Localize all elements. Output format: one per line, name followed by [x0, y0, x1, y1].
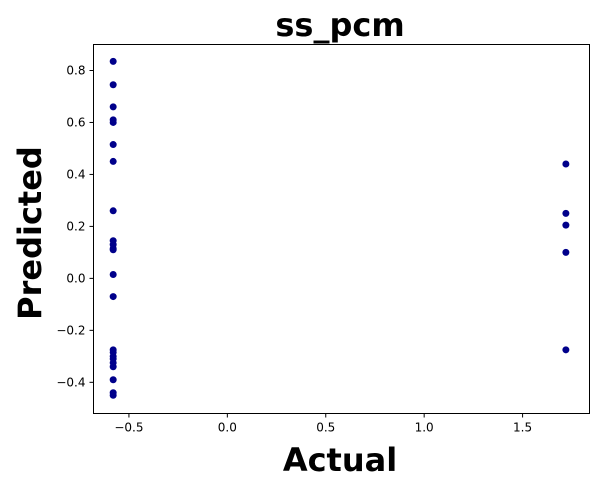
data-point-1 — [109, 81, 117, 89]
y-tick-label: 0.6 — [66, 115, 85, 129]
data-point-13 — [109, 293, 117, 301]
x-tick-label: 0.0 — [218, 421, 237, 435]
data-point-26 — [562, 248, 570, 256]
x-tick-label: 1.0 — [415, 421, 434, 435]
data-point-27 — [562, 346, 570, 354]
data-point-4 — [109, 118, 117, 126]
x-axis-label: Actual — [283, 441, 397, 479]
y-axis-ticks: −0.4 −0.2 0.0 0.2 0.4 0.6 0.8 — [56, 63, 94, 389]
y-axis-label: Predicted — [11, 146, 49, 320]
data-point-24 — [562, 209, 570, 217]
data-point-20 — [109, 376, 117, 384]
data-point-6 — [109, 157, 117, 165]
data-points — [109, 57, 570, 399]
data-point-0 — [109, 57, 117, 65]
y-tick-label: −0.2 — [56, 323, 85, 337]
data-point-5 — [109, 141, 117, 149]
data-point-7 — [109, 207, 117, 215]
data-point-2 — [109, 103, 117, 111]
data-point-23 — [562, 160, 570, 168]
y-tick-label: 0.4 — [66, 167, 85, 181]
x-tick-label: 0.5 — [316, 421, 335, 435]
data-point-12 — [109, 270, 117, 278]
y-tick-label: 0.0 — [66, 271, 85, 285]
y-tick-label: 0.2 — [66, 219, 85, 233]
x-tick-label: 1.5 — [513, 421, 532, 435]
x-tick-label: −0.5 — [114, 421, 143, 435]
x-axis-ticks: −0.5 0.0 0.5 1.0 1.5 — [114, 413, 532, 435]
data-point-22 — [109, 391, 117, 399]
chart-title: ss_pcm — [275, 6, 404, 44]
data-point-25 — [562, 221, 570, 229]
data-point-19 — [109, 363, 117, 371]
data-point-11 — [109, 246, 117, 254]
y-tick-label: −0.4 — [56, 375, 85, 389]
plot-frame — [93, 44, 590, 414]
y-tick-label: 0.8 — [66, 63, 85, 77]
